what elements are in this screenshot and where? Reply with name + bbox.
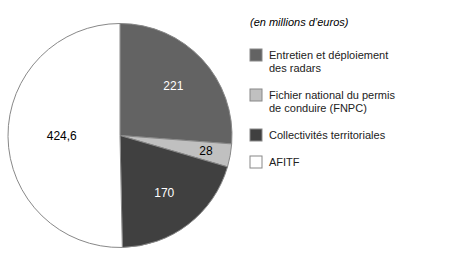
wedge	[120, 136, 228, 248]
wedge	[120, 24, 232, 144]
legend-label: Fichier national du permisde conduire (F…	[269, 89, 395, 114]
chart: 221 28 170 424,6 (en millions d’euros) Entret…	[0, 0, 474, 271]
legend-swatch	[250, 129, 262, 141]
legend-label: AFITF	[269, 156, 300, 168]
legend-swatch	[250, 49, 262, 61]
data-label: 170	[154, 186, 174, 200]
legend-label: Collectivités territoriales	[269, 129, 386, 141]
background	[0, 0, 474, 271]
data-label: 28	[199, 144, 213, 158]
data-label: 424,6	[47, 129, 77, 143]
wedge	[8, 24, 122, 248]
legend-swatch	[250, 156, 262, 168]
data-label: 221	[163, 79, 183, 93]
data-labels: 221 28 170 424,6	[47, 79, 213, 200]
legend: Entretien et déploiementdes radars Fichie…	[250, 49, 395, 168]
wedges	[8, 24, 232, 248]
legend-swatch	[250, 89, 262, 101]
subtitle: (en millions d’euros)	[250, 16, 349, 28]
legend-label: Entretien et déploiementdes radars	[269, 49, 388, 74]
